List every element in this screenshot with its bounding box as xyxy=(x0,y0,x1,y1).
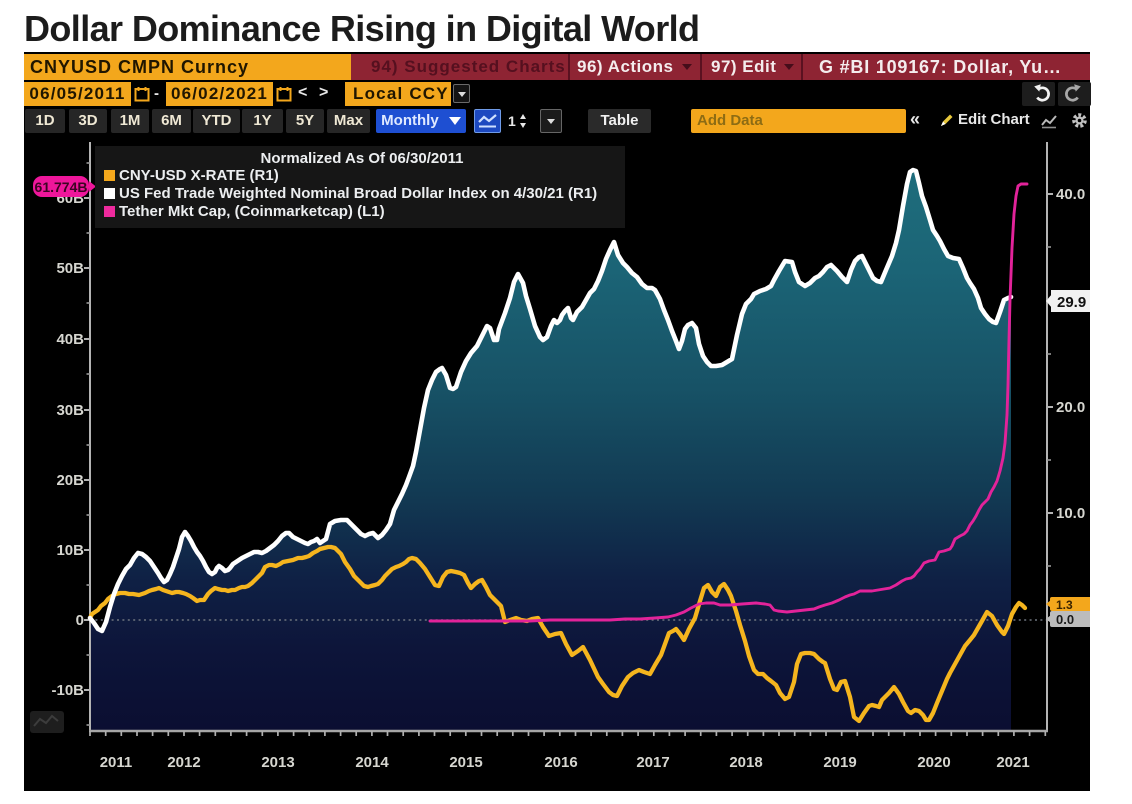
svg-text:2013: 2013 xyxy=(261,754,294,771)
svg-text:2020: 2020 xyxy=(917,754,950,771)
svg-text:20.0: 20.0 xyxy=(1056,399,1085,416)
svg-text:US Fed Trade Weighted Nominal: US Fed Trade Weighted Nominal Broad Doll… xyxy=(119,185,597,202)
svg-text:-10B: -10B xyxy=(51,682,84,699)
svg-text:10B: 10B xyxy=(56,542,84,559)
svg-text:40B: 40B xyxy=(56,331,84,348)
svg-text:2019: 2019 xyxy=(823,754,856,771)
svg-text:20B: 20B xyxy=(56,472,84,489)
svg-text:0.0: 0.0 xyxy=(1056,612,1074,627)
svg-text:2018: 2018 xyxy=(729,754,762,771)
svg-text:2016: 2016 xyxy=(544,754,577,771)
svg-text:1: 1 xyxy=(508,113,516,129)
svg-text:CNY-USD X-RATE (R1): CNY-USD X-RATE (R1) xyxy=(119,167,279,184)
svg-text:50B: 50B xyxy=(56,260,84,277)
svg-text:2021: 2021 xyxy=(996,754,1029,771)
svg-text:2017: 2017 xyxy=(636,754,669,771)
svg-text:30B: 30B xyxy=(56,402,84,419)
svg-text:Normalized As Of 06/30/2011: Normalized As Of 06/30/2011 xyxy=(261,150,464,167)
svg-text:10.0: 10.0 xyxy=(1056,505,1085,522)
svg-text:2014: 2014 xyxy=(355,754,389,771)
svg-text:2011: 2011 xyxy=(100,754,133,771)
svg-text:0: 0 xyxy=(76,612,84,629)
svg-text:Tether Mkt Cap, (Coinmarketcap: Tether Mkt Cap, (Coinmarketcap) (L1) xyxy=(119,203,385,220)
svg-text:2015: 2015 xyxy=(449,754,482,771)
svg-text:61.774B: 61.774B xyxy=(35,179,88,195)
svg-text:2012: 2012 xyxy=(167,754,200,771)
svg-text:40.0: 40.0 xyxy=(1056,186,1085,203)
svg-text:29.9: 29.9 xyxy=(1057,294,1086,311)
svg-text:1.3: 1.3 xyxy=(1056,598,1073,612)
